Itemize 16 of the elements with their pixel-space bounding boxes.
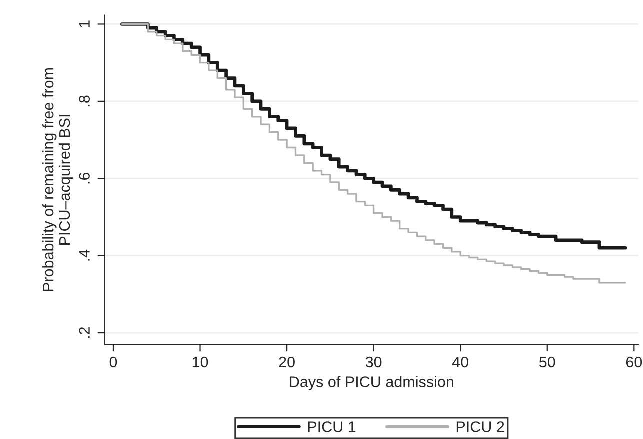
y-tick-label: .4 [79,250,90,261]
x-tick-label: 20 [279,356,295,368]
y-tick-label: .6 [79,172,90,184]
x-tick-label: 30 [366,356,382,368]
y-tick-label: 1 [79,20,90,28]
y-tick-label: .2 [79,327,90,338]
x-tick-label: 40 [452,356,468,368]
y-tick-label: .8 [79,96,90,106]
y-axis-title: Probability of remaining free from PICU–acquired BSI [42,68,74,292]
x-tick-label: 10 [192,356,208,368]
legend-label: PICU 2 [456,422,504,432]
x-axis-title: Days of PICU admission [290,376,454,390]
legend-label: PICU 1 [308,422,356,432]
x-tick-label: 60 [626,356,642,368]
x-tick-label: 50 [539,356,556,368]
x-tick-label: 0 [110,356,118,368]
